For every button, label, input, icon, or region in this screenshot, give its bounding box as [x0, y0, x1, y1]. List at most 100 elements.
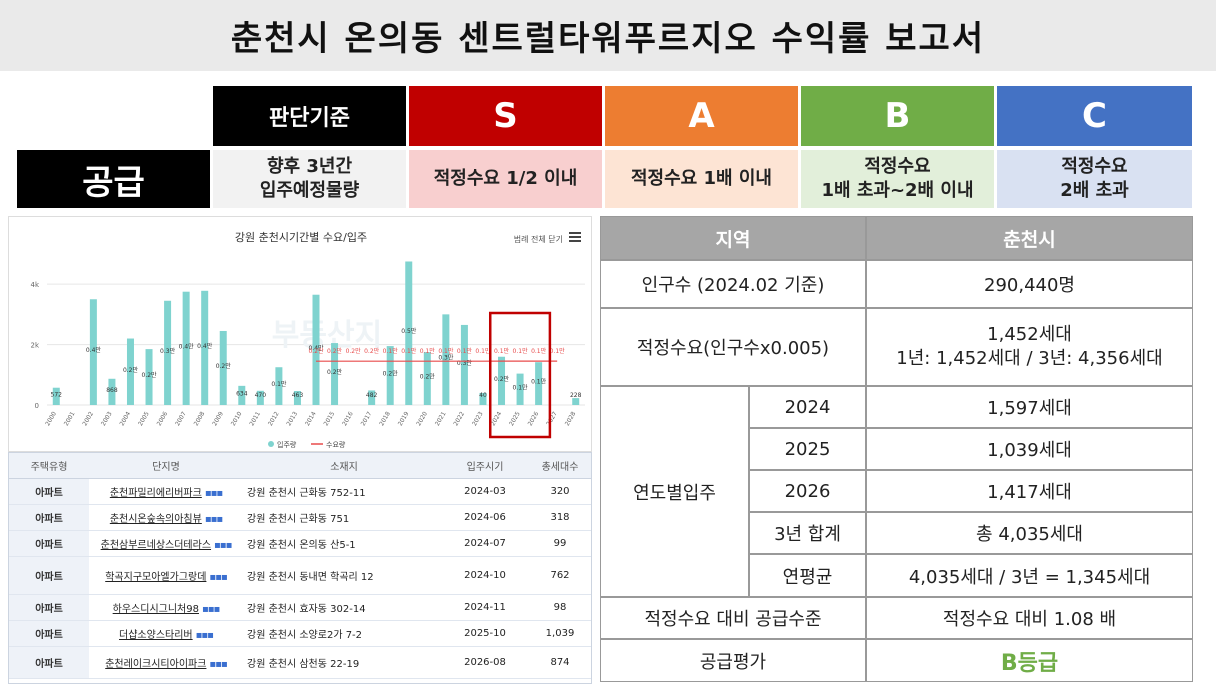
cell-name: 학곡지구모아엘가그랑데 ▪▪▪	[89, 568, 243, 583]
table-row[interactable]: 아파트 더샵소양스타리버 ▪▪▪ 강원 춘천시 소양로2가 7-2 2025-10 1,0…	[9, 621, 591, 647]
criteria-header: 판단기준	[213, 86, 406, 146]
cell-name: 춘천삼부르네상스더테라스 ▪▪▪	[89, 536, 243, 551]
x-tick-label: 2010	[230, 410, 244, 427]
grade-c-desc-line1: 적정수요	[1061, 156, 1128, 177]
grade-b-desc-line2: 1배 초과~2배 이내	[821, 180, 974, 201]
grid-icon[interactable]: ▪▪▪	[214, 540, 232, 551]
header-name[interactable]: 단지명	[152, 462, 180, 473]
bar	[572, 398, 580, 405]
grid-icon[interactable]: ▪▪▪	[201, 604, 220, 615]
cell-type: 아파트	[9, 479, 89, 504]
demand-value: 1,452세대 1년: 1,452세대 / 3년: 4,356세대	[866, 308, 1193, 386]
bar	[312, 294, 320, 405]
cell-date: 2024-03	[464, 486, 506, 497]
demand-label: 0.2만	[364, 347, 380, 355]
bar	[331, 343, 339, 405]
year-2025-label: 2025	[749, 428, 866, 470]
bar	[405, 261, 413, 405]
table-row[interactable]: 아파트 춘천파밀리에리버파크 ▪▪▪ 강원 춘천시 근화동 752-11 2024-03…	[9, 479, 591, 505]
cell-address: 강원 춘천시 근화동 752-11	[247, 488, 366, 499]
bar-value-label: 0.1만	[531, 378, 547, 386]
bar	[256, 390, 264, 405]
demand-label: 0.1만	[401, 347, 417, 355]
cell-name: 춘천레이크시티아이파크 ▪▪▪	[89, 655, 243, 670]
demand-label: 0.1만	[531, 347, 547, 355]
bar	[442, 314, 450, 405]
complex-name-link[interactable]: 춘천레이크시티아이파크	[105, 659, 207, 670]
x-tick-label: 2009	[211, 410, 225, 427]
cell-name: 춘천파밀리에리버파크 ▪▪▪	[89, 484, 243, 499]
bar-value-label: 0.3만	[438, 354, 454, 362]
demand-label: 0.1만	[457, 347, 473, 355]
bar-value-label: 0.3만	[457, 359, 473, 367]
bar	[498, 356, 506, 405]
complex-name-link[interactable]: 춘천시온숲속의아침뷰	[109, 514, 202, 525]
grade-c-desc: 적정수요 2배 초과	[997, 150, 1192, 208]
complex-name-link[interactable]: 하우스디시그니처98	[112, 604, 199, 615]
cell-date: 2026-08	[464, 657, 506, 668]
grid-icon[interactable]: ▪▪▪	[209, 572, 227, 583]
year-2025-value: 1,039세대	[866, 428, 1193, 470]
y-tick-label: 0	[35, 402, 39, 410]
x-tick-label: 2006	[156, 410, 170, 427]
header-address[interactable]: 소재지	[330, 462, 358, 473]
x-tick-label: 2018	[378, 410, 392, 427]
cell-type: 아파트	[9, 505, 89, 530]
demand-label: 0.1만	[438, 347, 454, 355]
cell-units: 762	[550, 570, 570, 581]
header-date[interactable]: 입주시기	[466, 462, 504, 473]
grade-a-desc: 적정수요 1배 이내	[605, 150, 798, 208]
header-units[interactable]: 총세대수	[541, 462, 579, 473]
hamburger-menu-icon[interactable]	[569, 232, 581, 242]
y-tick-label: 4k	[30, 281, 39, 289]
x-tick-label: 2022	[452, 410, 466, 427]
year-2024-value: 1,597세대	[866, 386, 1193, 428]
bar-value-label: 0.1만	[271, 380, 287, 388]
bar-value-label: 0.4만	[197, 342, 213, 350]
complex-name-link[interactable]: 학곡지구모아엘가그랑데	[105, 572, 207, 583]
x-tick-label: 2015	[323, 410, 337, 427]
header-type[interactable]: 주택유형	[30, 462, 68, 473]
table-row[interactable]: 아파트 하우스디시그니처98 ▪▪▪ 강원 춘천시 효자동 302-14 2024-11…	[9, 595, 591, 621]
complex-name-link[interactable]: 더샵소양스타리버	[119, 630, 193, 641]
demand-label: 0.1만	[420, 347, 436, 355]
grid-icon[interactable]: ▪▪▪	[209, 659, 227, 670]
bar-value-label: 0.5만	[401, 327, 417, 335]
bar	[201, 290, 209, 405]
legend-dot-supply	[268, 441, 274, 447]
bar	[386, 346, 394, 405]
legend-toggle-button[interactable]: 범례 전체 닫기	[513, 235, 563, 244]
cell-address: 강원 춘천시 근화동 751	[247, 514, 350, 525]
complex-name-link[interactable]: 춘천파밀리에리버파크	[109, 488, 202, 499]
supply-criteria: 향후 3년간 입주예정물량	[213, 150, 406, 208]
bar	[516, 373, 524, 405]
population-value: 290,440명	[866, 260, 1193, 308]
bar-value-label: 482	[366, 392, 378, 399]
cell-date: 2024-10	[464, 570, 506, 581]
table-row[interactable]: 아파트 춘천시온숲속의아침뷰 ▪▪▪ 강원 춘천시 근화동 751 2024-06 318	[9, 505, 591, 531]
grid-icon[interactable]: ▪▪▪	[195, 630, 214, 641]
x-tick-label: 2011	[248, 410, 262, 427]
x-tick-label: 2013	[285, 410, 299, 427]
x-tick-label: 2003	[100, 410, 114, 427]
legend-label-supply: 입주량	[277, 441, 297, 449]
complex-list: 주택유형 단지명 소재지 입주시기 총세대수 아파트 춘천파밀리에리버파크 ▪▪▪ 강…	[8, 452, 592, 684]
table-row[interactable]: 아파트 춘천레이크시티아이파크 ▪▪▪ 강원 춘천시 삼천동 22-19 2026-08…	[9, 647, 591, 679]
x-tick-label: 2023	[471, 410, 485, 427]
bar-value-label: 40	[479, 392, 487, 399]
demand-value-line1: 1,452세대	[987, 324, 1072, 345]
cell-units: 98	[553, 602, 567, 613]
bar-value-label: 0.2만	[142, 371, 158, 379]
grid-icon[interactable]: ▪▪▪	[204, 488, 223, 499]
bar	[460, 324, 468, 405]
bar	[535, 362, 543, 405]
complex-name-link[interactable]: 춘천삼부르네상스더테라스	[100, 540, 212, 551]
table-row[interactable]: 아파트 학곡지구모아엘가그랑데 ▪▪▪ 강원 춘천시 동내면 학곡리 12 2024-1…	[9, 557, 591, 595]
grid-icon[interactable]: ▪▪▪	[204, 514, 223, 525]
table-row[interactable]: 아파트 춘천삼부르네상스더테라스 ▪▪▪ 강원 춘천시 온의동 산5-1 2024-07…	[9, 531, 591, 557]
x-tick-label: 2002	[81, 410, 95, 427]
demand-label: 0.1만	[383, 347, 399, 355]
cell-type: 아파트	[9, 557, 89, 594]
cell-type: 아파트	[9, 531, 89, 556]
bar-value-label: 463	[292, 392, 304, 399]
